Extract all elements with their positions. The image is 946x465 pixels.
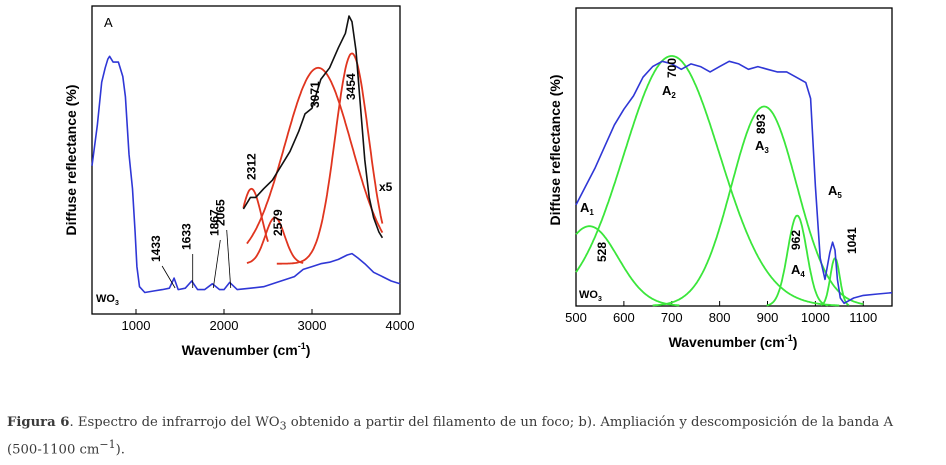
right-fit-labels: A1 528 A2 700 A3 893 A4 962 A5 1041 [580,58,859,279]
left-peak-label-1433: 1433 [149,235,163,262]
right-sample-label: WO3 [579,289,602,303]
left-x-axis: 1000 2000 3000 4000 [122,309,415,333]
left-peak-label-1633: 1633 [180,223,194,250]
left-spectrum-x5 [242,15,384,239]
figure-caption: Figura 6. Espectro de infrarrojo del WO3… [7,414,941,459]
right-spectrum-lines [575,60,893,305]
right-component-label-A1: A1 [580,200,594,217]
right-fit-curves [575,55,864,307]
right-x-tick-label-700: 700 [661,310,683,325]
right-fit-A3 [652,105,864,307]
right-fit-A1 [575,225,680,307]
left-x-tick-label-1000: 1000 [122,318,151,333]
figure: 1000 2000 3000 4000 1433 1633186720652312257… [63,5,893,358]
right-peak-label-A1: 528 [595,242,609,262]
caption-subscript: 3 [279,419,287,433]
right-component-sub-A2: 2 [671,91,676,100]
left-spectrum-wo3 [91,55,401,294]
right-peak-label-A5: 1041 [845,227,859,254]
left-magnification-label: x5 [379,180,393,194]
left-fit-2579 [246,216,304,264]
left-x-tick-label-2000: 2000 [210,318,239,333]
left-fit-2312 [242,187,269,242]
caption-figure-label: Figura 6 [7,415,70,430]
right-spectrum-wo3 [575,60,893,305]
right-x-tick-label-800: 800 [709,310,731,325]
right-x-axis-label: Wavenumber (cm-1) [669,333,798,350]
right-plot-frame [575,7,893,307]
right-x-axis: 500 600 700 800 900 1000 1100 [565,301,877,325]
right-component-sub-A3: 3 [764,146,769,155]
chart-right-panel: 500 600 700 800 900 1000 1100 A1528A2700A3893A… [547,7,893,350]
left-peak-arrows [161,229,232,289]
left-x-tick-label-3000: 3000 [298,318,327,333]
left-peak-label-2065: 2065 [214,199,228,226]
caption-text-line2: (500-1100 cm [7,442,100,458]
right-component-label-A2: A2 [662,83,676,100]
caption-text-end: ). [115,442,125,458]
right-component-sub-A5: 5 [837,191,842,200]
caption-text-part1: . Espectro de infrarrojo del WO [69,415,280,430]
right-component-label-A3: A3 [755,138,769,155]
left-arrow-2065 [226,229,232,289]
left-fit-3071 [246,66,384,245]
right-x-tick-label-1100: 1100 [849,310,877,325]
right-component-label-A4: A4 [791,262,805,279]
left-spectrum-lines [91,15,401,294]
right-x-tick-label-1000: 1000 [801,310,830,325]
caption-superscript: −1 [99,437,116,451]
left-arrow-1867 [212,239,221,289]
right-component-label-A5: A5 [828,183,842,200]
right-fit-A4 [766,214,828,307]
left-peak-label-1867: 1867 [207,209,221,236]
left-arrow-1433 [161,265,176,289]
left-panel-label: A [104,15,113,30]
left-fit-3454 [276,52,384,265]
left-fit-curves [242,52,384,265]
right-x-tick-label-600: 600 [613,310,635,325]
right-peak-label-A3: 893 [754,114,768,134]
right-fit-A5 [820,257,850,307]
left-sample-label: WO3 [96,293,119,307]
right-peak-label-A2: 700 [665,58,679,78]
left-peak-label-2579: 2579 [271,209,285,236]
left-peak-label-2312: 2312 [244,153,258,180]
caption-text-part2: obtenido a partir del filamento de un fo… [286,415,893,430]
left-x-tick-label-4000: 4000 [386,318,415,333]
right-y-axis-label: Diffuse reflectance (%) [547,75,563,226]
right-x-tick-label-900: 900 [757,310,779,325]
right-fit-A2 [575,55,840,307]
right-component-sub-A1: 1 [589,208,594,217]
left-y-axis-label: Diffuse reflectance (%) [63,85,79,236]
left-x-axis-label: Wavenumber (cm-1) [182,341,311,358]
right-peak-label-A4: 962 [789,230,803,250]
right-component-sub-A4: 4 [800,270,805,279]
right-x-tick-label-500: 500 [565,310,587,325]
left-peak-label-3454: 3454 [344,73,358,100]
left-peak-label-3071: 3071 [308,81,322,108]
